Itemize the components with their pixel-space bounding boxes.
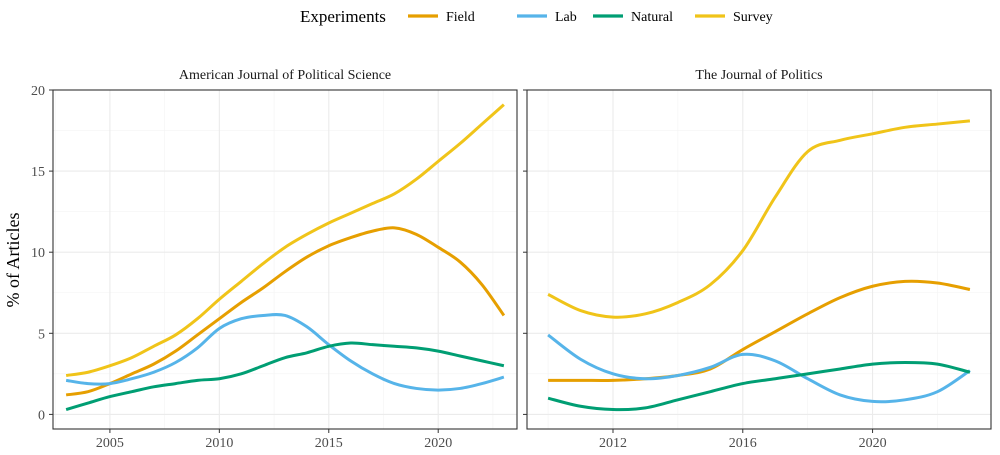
series-lines [65,103,506,411]
y-axis [523,89,527,415]
panel-jop: The Journal of Politics 2012 2016 2020 [523,68,992,451]
legend-label-natural: Natural [631,10,673,25]
panel-border [526,89,992,430]
legend-label-survey: Survey [733,10,773,25]
panel-border [52,89,518,430]
legend-label-field: Field [446,10,475,25]
y-tick-label: 10 [31,246,45,261]
series-line-survey [65,103,505,377]
legend-title: Experiments [300,7,386,26]
series-line-field [548,279,971,382]
series-lines [547,119,971,412]
series-line-field [65,226,506,397]
x-tick-label: 2015 [315,436,343,451]
x-tick-label: 2016 [729,436,757,451]
y-tick-label: 15 [31,165,45,180]
x-tick-label: 2020 [424,436,452,451]
y-tick-label: 20 [31,84,45,99]
y-tick-label: 0 [38,408,45,423]
legend-entries: Field Lab Natural Survey [408,10,773,25]
series-line-lab [547,333,971,404]
series-line-lab [65,312,505,392]
x-tick-label: 2012 [599,436,627,451]
x-axis: 2005 2010 2015 2020 [96,429,452,451]
series-line-natural [547,361,971,412]
x-tick-label: 2020 [859,436,887,451]
x-axis: 2012 2016 2020 [599,429,887,451]
gridlines [527,89,991,429]
y-axis-label: % of Articles [3,213,23,308]
series-line-natural [65,341,505,411]
legend: Experiments Field Lab Natural Survey [300,7,773,26]
panel-title-ajps: American Journal of Political Science [179,68,391,83]
legend-label-lab: Lab [555,10,577,25]
x-tick-label: 2010 [205,436,233,451]
series-line-survey [547,119,971,319]
y-axis: 0 5 10 15 20 [31,84,53,423]
panel-ajps: American Journal of Political Science 20… [31,68,518,451]
x-tick-label: 2005 [96,436,124,451]
y-tick-label: 5 [38,327,45,342]
panel-title-jop: The Journal of Politics [695,68,822,83]
